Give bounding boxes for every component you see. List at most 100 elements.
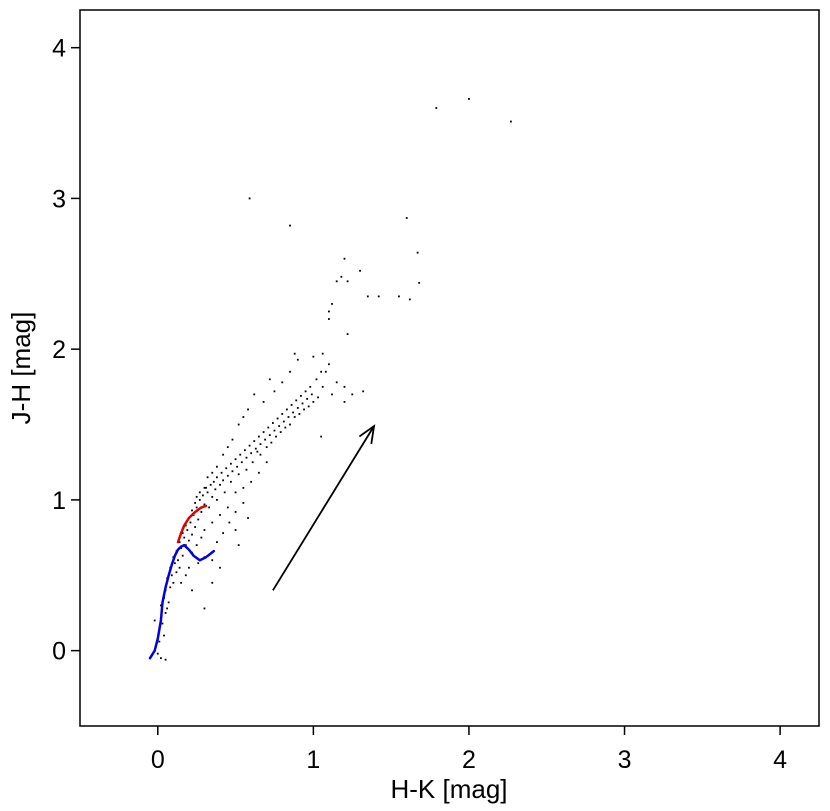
data-point (250, 480, 253, 483)
data-point (200, 511, 203, 513)
data-point (169, 586, 172, 589)
data-point (191, 509, 193, 512)
data-point (335, 280, 338, 283)
data-point (230, 462, 232, 465)
data-point (295, 399, 298, 402)
data-point (287, 416, 290, 418)
y-axis: 0 1 2 3 4 (52, 35, 80, 666)
data-point (268, 378, 271, 381)
data-point (220, 471, 223, 474)
data-point (195, 506, 198, 509)
x-axis: 0 1 2 3 4 (151, 726, 787, 774)
data-point (281, 381, 284, 384)
data-point (234, 511, 237, 513)
data-point (312, 401, 315, 403)
data-point (362, 390, 365, 393)
data-point (262, 401, 265, 403)
data-point (293, 416, 296, 418)
data-point (304, 390, 307, 393)
data-point (279, 431, 282, 433)
data-point (208, 506, 211, 509)
data-point (219, 483, 221, 486)
data-point (307, 405, 310, 408)
data-point (346, 333, 349, 335)
data-point (226, 474, 229, 477)
data-point (203, 503, 206, 506)
data-point (170, 574, 173, 577)
data-point (211, 581, 214, 584)
data-point (167, 601, 170, 604)
data-point (156, 652, 159, 655)
data-point (303, 408, 305, 411)
data-point (184, 574, 187, 577)
data-point (267, 426, 270, 429)
data-point (153, 619, 156, 622)
x-tick-label: 1 (306, 746, 320, 774)
data-point (222, 453, 225, 456)
data-point (321, 352, 324, 355)
data-point (211, 495, 214, 498)
data-point (276, 417, 279, 420)
data-point (205, 486, 207, 489)
data-point (236, 465, 239, 468)
reddening-vector-arrow (272, 424, 376, 591)
data-point (296, 358, 299, 361)
data-point (259, 443, 262, 446)
data-point (234, 491, 237, 494)
data-point (180, 581, 183, 584)
red-sequence-line (176, 504, 208, 544)
data-point (177, 559, 179, 562)
data-point (273, 429, 276, 432)
data-point (435, 107, 438, 109)
data-point (216, 541, 218, 544)
data-point (278, 425, 281, 427)
data-point (195, 544, 198, 547)
data-point (301, 402, 304, 405)
x-tick-label: 4 (773, 746, 787, 774)
data-point (197, 518, 200, 521)
data-point (265, 461, 268, 464)
data-point (181, 554, 184, 557)
data-point (256, 450, 259, 453)
arrow-head (358, 424, 376, 444)
data-point (310, 393, 313, 396)
data-point (237, 473, 240, 476)
data-point (351, 393, 354, 396)
data-point (331, 303, 333, 305)
data-point (331, 393, 333, 396)
data-point (160, 604, 162, 607)
data-point (184, 524, 187, 527)
data-point (259, 453, 262, 456)
data-point (198, 498, 201, 501)
data-point (254, 447, 257, 450)
data-point (251, 461, 254, 464)
data-point (296, 407, 299, 409)
data-point (183, 536, 186, 539)
data-point (206, 491, 209, 494)
data-point (398, 295, 400, 298)
data-point (250, 452, 253, 455)
data-point (282, 420, 285, 423)
data-point (158, 640, 161, 643)
data-point (284, 426, 287, 429)
data-point (212, 480, 215, 483)
y-axis-label: J-H [mag] (6, 312, 36, 425)
data-point (191, 533, 193, 536)
data-point (239, 453, 242, 456)
data-point (275, 435, 277, 438)
data-point (321, 385, 324, 388)
data-point (178, 566, 181, 569)
x-tick-label: 2 (462, 746, 476, 774)
x-tick-label: 0 (151, 746, 165, 774)
data-point (366, 295, 369, 298)
data-point (216, 465, 218, 468)
data-point (166, 607, 169, 610)
data-point (214, 488, 217, 491)
data-point (194, 502, 197, 504)
data-point (181, 532, 184, 534)
data-point (197, 562, 200, 565)
data-point (225, 467, 228, 470)
blue-sequence-line (148, 543, 216, 660)
data-point (258, 471, 260, 474)
data-point (206, 476, 209, 479)
